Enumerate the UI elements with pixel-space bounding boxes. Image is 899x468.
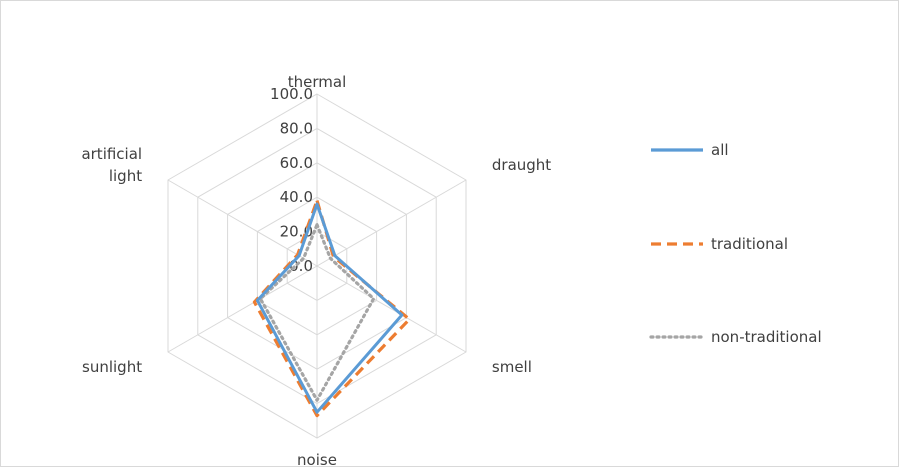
legend: all traditional non-traditional <box>649 141 822 346</box>
tick-label-2: 40.0 <box>280 188 313 206</box>
tick-label-4: 80.0 <box>280 119 313 137</box>
spoke-sunlight <box>167 265 318 353</box>
axis-labels: thermal draught smell noise sunlight artifici… <box>81 73 551 468</box>
axis-label-draught: draught <box>492 156 551 174</box>
legend-label-non-traditional: non-traditional <box>711 328 822 346</box>
radar-grid <box>167 93 467 439</box>
spoke-draught <box>316 179 467 267</box>
axis-label-artificial-light: artificial light <box>81 145 142 185</box>
axis-label-smell: smell <box>492 358 532 376</box>
series-all <box>255 202 404 414</box>
spoke-artificial-light <box>167 179 318 267</box>
axis-label-sunlight: sunlight <box>82 358 142 376</box>
axis-label-thermal: thermal <box>288 73 347 91</box>
series-lines <box>252 199 411 418</box>
axis-label-noise: noise <box>297 451 337 468</box>
spoke-smell <box>316 265 467 353</box>
legend-label-all: all <box>711 141 729 159</box>
legend-label-traditional: traditional <box>711 235 788 253</box>
series-non-traditional <box>258 223 376 402</box>
tick-label-3: 60.0 <box>280 154 313 172</box>
series-traditional <box>252 199 411 418</box>
tick-label-5: 100.0 <box>270 85 313 103</box>
